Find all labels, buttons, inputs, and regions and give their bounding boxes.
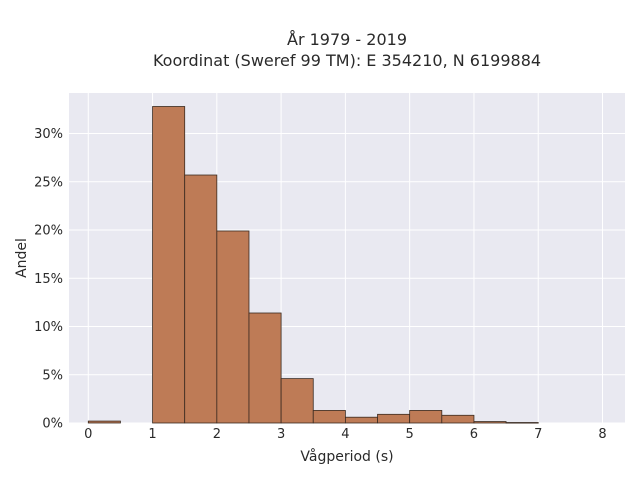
histogram-bar — [216, 230, 250, 424]
histogram-bar — [248, 312, 282, 424]
bars — [87, 106, 539, 424]
x-tick-label: 7 — [534, 427, 542, 442]
x-tick-label: 5 — [406, 427, 414, 442]
x-tick-label: 0 — [84, 427, 92, 442]
y-tick-label: 10% — [34, 320, 63, 335]
x-tick-label: 2 — [213, 427, 221, 442]
histogram-bar — [184, 174, 218, 424]
y-axis-ticks: 0% 5% 10% 15% 20% 25% 30% — [34, 127, 63, 431]
x-axis-label: Vågperiod (s) — [300, 448, 393, 465]
x-tick-label: 3 — [277, 427, 285, 442]
chart-title-line2: Koordinat (Sweref 99 TM): E 354210, N 61… — [153, 51, 541, 70]
x-tick-label: 1 — [148, 427, 156, 442]
histogram-bar — [377, 413, 411, 424]
y-tick-label: 30% — [34, 127, 63, 142]
x-tick-label: 6 — [470, 427, 478, 442]
histogram-bar — [473, 421, 507, 424]
y-tick-label: 15% — [34, 272, 63, 287]
y-tick-label: 0% — [42, 417, 63, 432]
y-tick-label: 5% — [42, 368, 63, 383]
x-tick-label: 4 — [341, 427, 349, 442]
histogram-bar — [87, 420, 121, 424]
histogram-bar — [409, 410, 443, 424]
y-axis-label: Andel — [14, 238, 30, 278]
chart-title-line1: År 1979 - 2019 — [287, 30, 407, 49]
y-tick-label: 20% — [34, 224, 63, 239]
histogram-bar — [505, 422, 539, 424]
histogram-bar — [441, 414, 475, 424]
histogram-bar — [152, 106, 186, 424]
x-tick-label: 8 — [598, 427, 606, 442]
histogram-bar — [344, 416, 378, 424]
x-axis-ticks: 0 1 2 3 4 5 6 7 8 — [84, 427, 607, 442]
histogram-bar — [312, 410, 346, 424]
y-tick-label: 25% — [34, 175, 63, 190]
histogram-bar — [280, 378, 314, 424]
